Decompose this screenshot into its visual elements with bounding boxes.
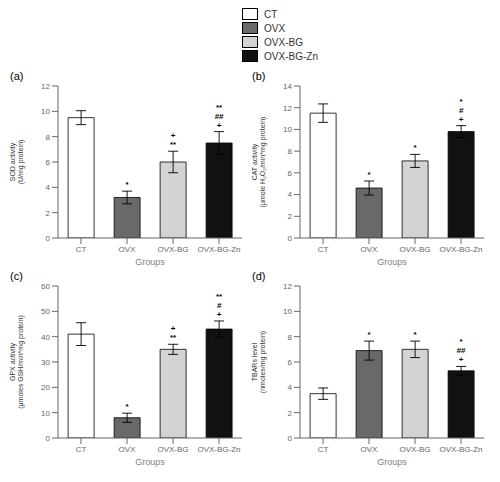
- svg-text:*: *: [126, 180, 130, 189]
- svg-text:**: **: [216, 292, 223, 301]
- svg-text:CAT activity(µmole H₂O₂/min*mg: CAT activity(µmole H₂O₂/min*mg protein): [251, 117, 267, 208]
- svg-text:8: 8: [288, 333, 293, 342]
- svg-text:OVX-BG: OVX-BG: [399, 445, 430, 454]
- svg-text:OVX: OVX: [119, 445, 137, 454]
- svg-text:Groups: Groups: [377, 457, 407, 467]
- svg-text:0: 0: [288, 234, 293, 243]
- svg-text:*: *: [126, 402, 130, 411]
- html-text:OVX-BG-Zn: OVX-BG-Zn: [264, 50, 318, 62]
- svg-text:2: 2: [46, 209, 51, 218]
- svg-text:*: *: [460, 337, 464, 346]
- svg-text:6: 6: [46, 158, 51, 167]
- svg-text:CT: CT: [318, 245, 329, 254]
- svg-text:6: 6: [288, 358, 293, 367]
- svg-text:*: *: [368, 330, 372, 339]
- svg-text:*: *: [414, 330, 418, 339]
- svg-text:0: 0: [288, 434, 293, 443]
- svg-text:TBARs level(nmoles/mg protein): TBARs level(nmoles/mg protein): [251, 331, 267, 393]
- svg-text:*: *: [460, 97, 464, 106]
- svg-text:8: 8: [46, 133, 51, 142]
- svg-text:4: 4: [288, 190, 293, 199]
- svg-text:14: 14: [283, 82, 292, 91]
- svg-text:OVX-BG-Zn: OVX-BG-Zn: [439, 445, 482, 454]
- svg-text:40: 40: [41, 333, 50, 342]
- svg-text:20: 20: [41, 383, 50, 392]
- svg-text:OVX: OVX: [361, 245, 379, 254]
- svg-text:OVX-BG-Zn: OVX-BG-Zn: [439, 245, 482, 254]
- svg-text:10: 10: [41, 107, 50, 116]
- svg-text:OVX-BG-Zn: OVX-BG-Zn: [197, 245, 240, 254]
- svg-text:60: 60: [41, 282, 50, 291]
- svg-text:2: 2: [288, 212, 293, 221]
- svg-text:OVX-BG-Zn: OVX-BG-Zn: [197, 445, 240, 454]
- svg-text:+: +: [217, 310, 222, 319]
- svg-text:10: 10: [283, 125, 292, 134]
- svg-text:12: 12: [283, 282, 292, 291]
- svg-text:CT: CT: [76, 245, 87, 254]
- html-text:(c): (c): [10, 270, 23, 282]
- svg-text:Groups: Groups: [135, 257, 165, 267]
- html-text:CT: CT: [264, 8, 278, 20]
- svg-text:OVX-BG: OVX-BG: [157, 445, 188, 454]
- svg-text:CT: CT: [76, 445, 87, 454]
- svg-text:Groups: Groups: [377, 257, 407, 267]
- svg-text:0: 0: [46, 234, 51, 243]
- html-text:OVX-BG: OVX-BG: [264, 36, 303, 48]
- svg-text:2: 2: [288, 409, 293, 418]
- html-text:(a): (a): [10, 70, 24, 82]
- svg-text:*: *: [414, 143, 418, 152]
- svg-text:OVX: OVX: [119, 245, 137, 254]
- html-text:(d): (d): [252, 270, 266, 282]
- svg-text:50: 50: [41, 307, 50, 316]
- svg-text:8: 8: [288, 147, 293, 156]
- html-text:OVX: OVX: [264, 22, 286, 34]
- svg-text:##: ##: [457, 346, 466, 355]
- svg-text:+: +: [459, 115, 464, 124]
- svg-text:+: +: [171, 131, 176, 140]
- svg-text:#: #: [217, 301, 222, 310]
- svg-text:6: 6: [288, 169, 293, 178]
- svg-text:4: 4: [46, 183, 51, 192]
- svg-text:+: +: [217, 121, 222, 130]
- svg-text:OVX-BG: OVX-BG: [157, 245, 188, 254]
- svg-text:+: +: [459, 355, 464, 364]
- svg-text:12: 12: [283, 104, 292, 113]
- svg-text:*: *: [368, 170, 372, 179]
- svg-text:OVX-BG: OVX-BG: [399, 245, 430, 254]
- svg-text:30: 30: [41, 358, 50, 367]
- svg-text:**: **: [216, 103, 223, 112]
- svg-text:4: 4: [288, 383, 293, 392]
- svg-text:##: ##: [215, 112, 224, 121]
- html-text:(b): (b): [252, 70, 266, 82]
- svg-text:**: **: [170, 333, 177, 342]
- svg-text:OVX: OVX: [361, 445, 379, 454]
- svg-text:SOD activity(U/mg protein): SOD activity(U/mg protein): [9, 140, 25, 185]
- svg-text:#: #: [459, 106, 464, 115]
- svg-text:Groups: Groups: [135, 457, 165, 467]
- svg-text:10: 10: [41, 409, 50, 418]
- svg-text:0: 0: [46, 434, 51, 443]
- svg-text:10: 10: [283, 307, 292, 316]
- svg-text:+: +: [171, 324, 176, 333]
- svg-text:**: **: [170, 140, 177, 149]
- svg-text:GPX activity(µmoles GSH/min*mg: GPX activity(µmoles GSH/min*mg protein): [9, 315, 25, 409]
- svg-text:12: 12: [41, 82, 50, 91]
- svg-text:CT: CT: [318, 445, 329, 454]
